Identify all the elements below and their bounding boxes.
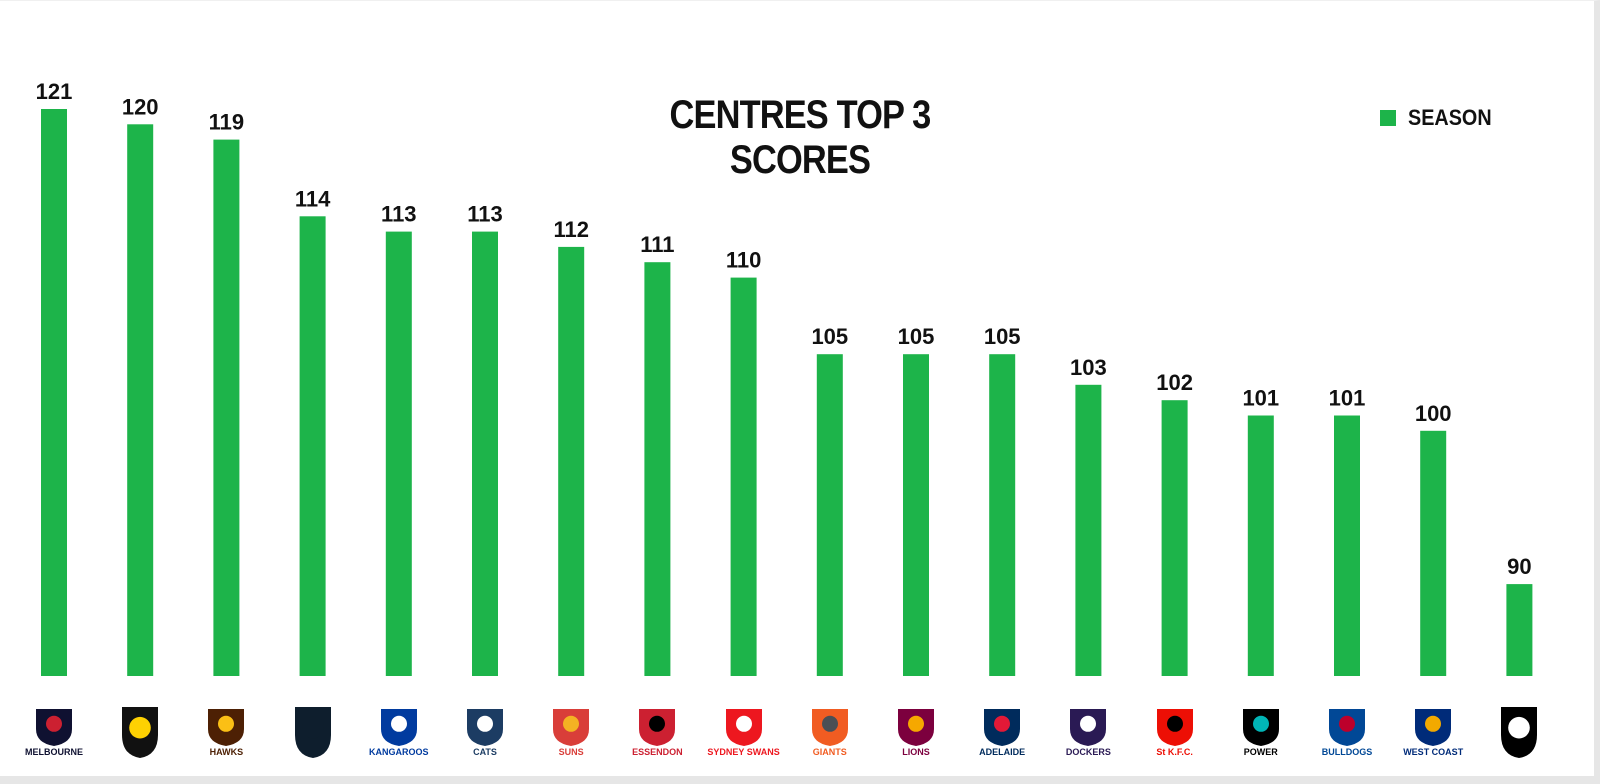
bar-fremantle <box>1075 384 1102 676</box>
richmond-logo-icon <box>109 701 171 763</box>
logo-wordmark: WEST COAST <box>1403 747 1464 757</box>
logo-wordmark: DOCKERS <box>1065 747 1111 757</box>
logo-wordmark: HAWKS <box>209 747 244 757</box>
chart-legend: SEASON <box>1380 105 1501 131</box>
logo-wordmark: GIANTS <box>812 747 847 757</box>
data-label: 105 <box>898 324 935 349</box>
logo-wordmark: POWER <box>1243 747 1278 757</box>
collingwood-logo-icon <box>1488 701 1550 763</box>
legend-label: SEASON <box>1408 105 1492 130</box>
bar-western-bulldogs <box>1334 415 1360 676</box>
bar-richmond <box>127 124 154 677</box>
melbourne-logo-icon: MELBOURNE <box>23 701 85 763</box>
bar-gold-coast <box>558 246 585 676</box>
data-label: 101 <box>1242 386 1279 411</box>
port-adelaide-logo-icon: POWER <box>1230 701 1292 763</box>
west-coast-logo-icon: WEST COAST <box>1402 701 1464 763</box>
adelaide-logo-icon: ADELAIDE <box>971 701 1033 763</box>
bar-melbourne <box>41 109 67 676</box>
logo-wordmark: MELBOURNE <box>25 747 83 757</box>
data-label: 101 <box>1329 386 1366 411</box>
logo-wordmark: KANGAROOS <box>369 747 429 757</box>
bar-essendon <box>644 262 671 676</box>
bar-gws <box>816 354 843 676</box>
bar-collingwood <box>1506 584 1533 676</box>
data-label: 100 <box>1415 401 1452 426</box>
north-melbourne-logo-icon: KANGAROOS <box>368 701 430 763</box>
data-label: 105 <box>984 324 1021 349</box>
western-bulldogs-logo-icon: BULLDOGS <box>1316 701 1378 763</box>
bar-west-coast <box>1420 430 1447 676</box>
data-label: 114 <box>295 186 331 211</box>
gold-coast-logo-icon: SUNS <box>540 701 602 763</box>
bar-north-melbourne <box>385 231 412 676</box>
sydney-logo-icon: SYDNEY SWANS <box>707 701 780 763</box>
geelong-logo-icon: CATS <box>454 701 516 763</box>
team-logo-row: MELBOURNE HAWKS KANGAROOS CATS SUNS ESSENDON S… <box>0 701 1600 771</box>
gws-logo-icon: GIANTS <box>799 701 861 763</box>
hawthorn-logo-icon: HAWKS <box>195 701 257 763</box>
logo-wordmark: St K.F.C. <box>1156 747 1193 757</box>
st-kilda-logo-icon: St K.F.C. <box>1144 701 1206 763</box>
logo-wordmark: LIONS <box>902 747 930 757</box>
essendon-logo-icon: ESSENDON <box>626 701 688 763</box>
bar-carlton <box>299 216 326 677</box>
carlton-logo-icon <box>282 701 344 763</box>
data-label: 113 <box>381 202 417 227</box>
data-label: 102 <box>1156 370 1193 395</box>
data-label: 103 <box>1070 355 1107 380</box>
bar-hawthorn <box>213 139 240 677</box>
data-label: 111 <box>640 232 674 257</box>
data-label: 105 <box>811 324 848 349</box>
brisbane-logo-icon: LIONS <box>885 701 947 763</box>
bar-brisbane <box>903 354 929 676</box>
legend-swatch <box>1380 110 1396 126</box>
data-label: 121 <box>36 79 73 104</box>
bar-port-adelaide <box>1247 415 1274 676</box>
bar-geelong <box>472 231 498 676</box>
data-label: 110 <box>726 248 762 273</box>
bar-st-kilda <box>1161 400 1188 676</box>
logo-wordmark: CATS <box>473 747 497 757</box>
data-label: 112 <box>553 217 589 242</box>
bar-sydney <box>730 277 757 676</box>
logo-wordmark: ESSENDON <box>632 747 683 757</box>
data-label: 119 <box>209 110 245 135</box>
logo-wordmark: BULLDOGS <box>1321 747 1373 757</box>
logo-wordmark: SYDNEY SWANS <box>707 747 780 757</box>
logo-wordmark: ADELAIDE <box>979 747 1026 757</box>
data-label: 113 <box>467 202 503 227</box>
data-label: 120 <box>122 94 159 119</box>
data-label: 90 <box>1507 554 1531 579</box>
chart-title: CENTRES TOP 3 SCORES <box>669 93 932 182</box>
fremantle-logo-icon: DOCKERS <box>1057 701 1119 763</box>
logo-wordmark: SUNS <box>558 747 584 757</box>
bar-adelaide <box>989 354 1016 676</box>
